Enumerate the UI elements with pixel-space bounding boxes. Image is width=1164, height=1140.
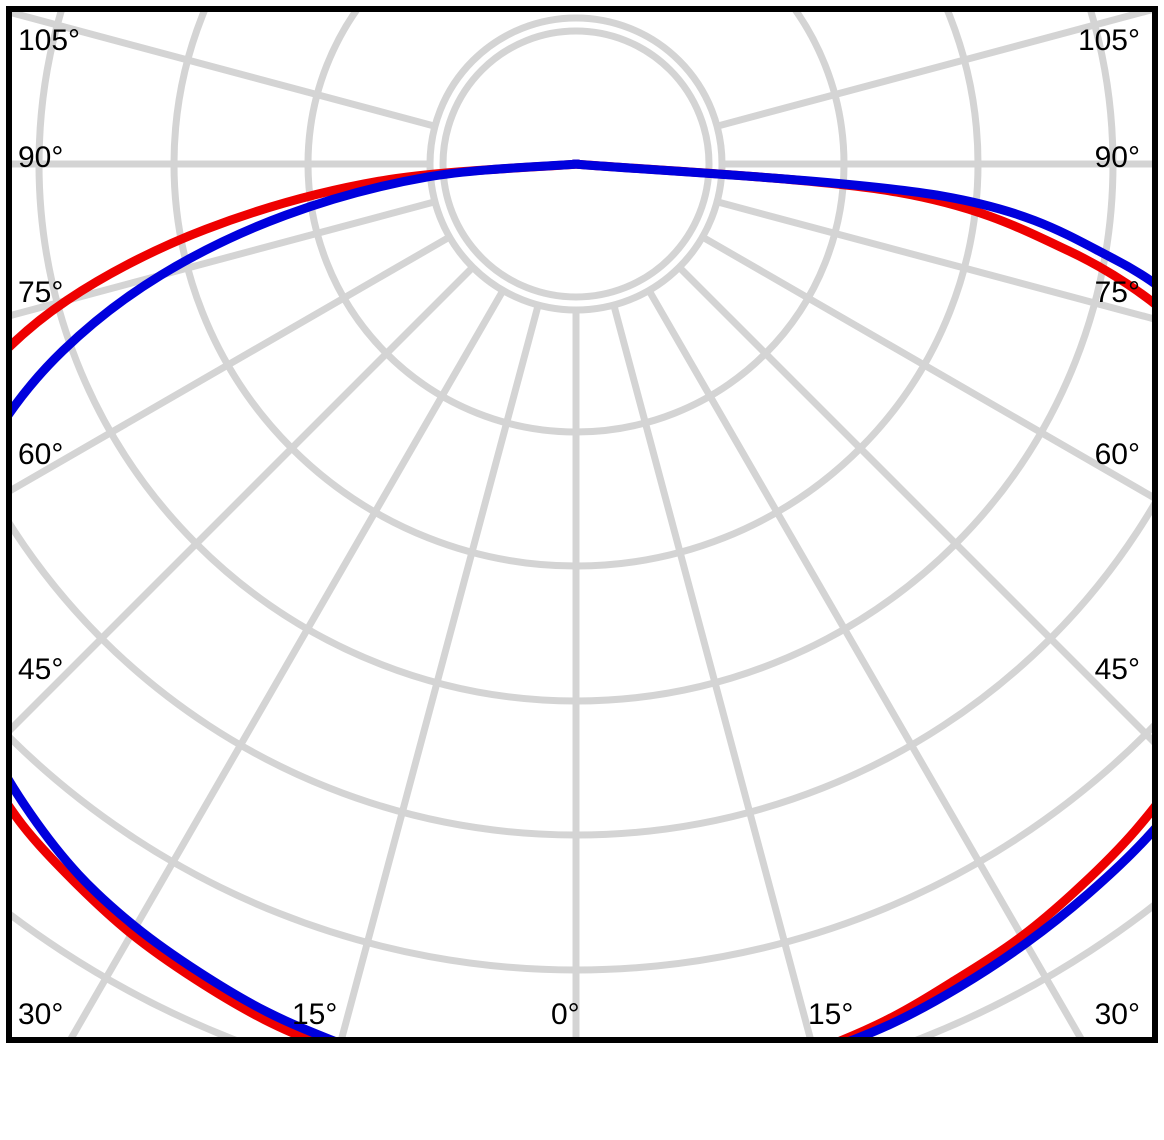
axis-label-left-30: 30° [18, 998, 64, 1031]
axis-label-bottom-0: 0° [551, 998, 580, 1031]
axis-label-bottom-15-left: 15° [292, 998, 338, 1031]
grid-spoke [12, 233, 452, 494]
grid-spoke [338, 304, 542, 1037]
footer: cd/klm η = 100% C0 - C180 C90 - C270 [0, 1043, 1164, 1140]
axis-label-left-60: 60° [18, 438, 64, 471]
grid-ring [12, 722, 1152, 974]
axis-label-right-75: 75° [1094, 276, 1140, 309]
grid-ring [439, 27, 713, 301]
grid-spokes [12, 12, 1152, 1037]
axis-label-right-105: 105° [1077, 24, 1140, 57]
grid-spoke [645, 288, 1085, 1037]
axis-label-right-45: 45° [1094, 653, 1140, 686]
axis-label-right-30: 30° [1094, 998, 1140, 1031]
grid-spoke [12, 264, 476, 733]
grid-spoke [716, 198, 1152, 322]
grid-spoke [716, 12, 1152, 130]
axis-label-right-60: 60° [1094, 438, 1140, 471]
axis-label-left-105: 105° [18, 24, 81, 57]
grid-spoke [12, 12, 436, 130]
axis-label-left-45: 45° [18, 653, 64, 686]
plot-frame [6, 6, 1158, 1043]
grid-spoke [12, 198, 436, 319]
grid-spoke [610, 304, 814, 1037]
axis-label-bottom-15-right: 15° [808, 998, 854, 1031]
polar-plot-svg [12, 12, 1152, 1037]
axis-label-left-75: 75° [18, 276, 64, 309]
grid-spoke [676, 264, 1152, 745]
grid-spoke [700, 233, 1152, 501]
axis-label-right-90: 90° [1094, 141, 1140, 174]
grid-spoke [67, 288, 507, 1037]
axis-label-left-90: 90° [18, 141, 64, 174]
